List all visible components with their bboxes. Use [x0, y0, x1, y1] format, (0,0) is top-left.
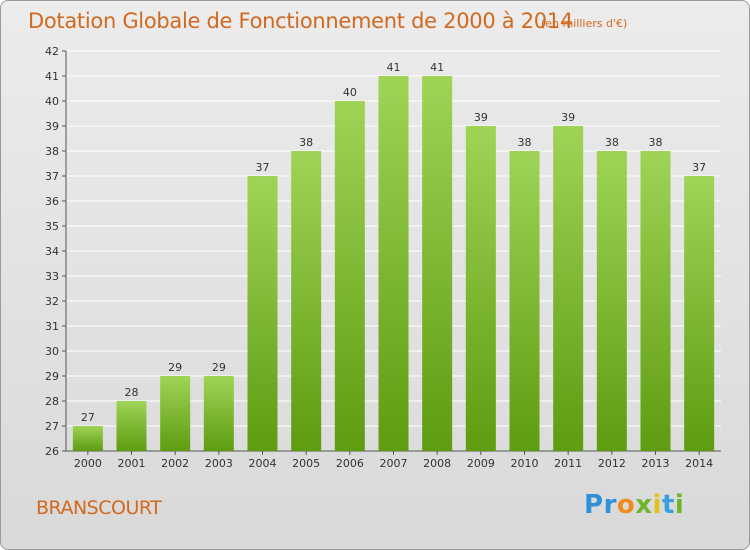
- x-tick-label: 2007: [380, 457, 408, 470]
- proxiti-logo: Proxiti: [584, 490, 684, 524]
- bar-value-label: 37: [692, 161, 706, 174]
- y-tick-label: 27: [45, 420, 59, 433]
- chart-subtitle: (en milliers d'€): [541, 17, 628, 30]
- bar-value-label: 29: [168, 361, 182, 374]
- y-tick-label: 42: [45, 45, 59, 58]
- y-tick-label: 35: [45, 220, 59, 233]
- x-tick-label: 2008: [423, 457, 451, 470]
- bar: [291, 151, 322, 451]
- x-tick-label: 2000: [74, 457, 102, 470]
- bar: [334, 101, 365, 451]
- bar: [596, 151, 627, 451]
- x-tick-label: 2005: [292, 457, 320, 470]
- y-tick-label: 36: [45, 195, 59, 208]
- y-tick-label: 31: [45, 320, 59, 333]
- bars: 27 28 29 29 37 38 40 41 41 39 38 39 38 38 37: [72, 61, 715, 451]
- y-tick-label: 32: [45, 295, 59, 308]
- bar: [553, 126, 584, 451]
- x-tick-label: 2001: [118, 457, 146, 470]
- bar-value-label: 27: [81, 411, 95, 424]
- bar: [640, 151, 671, 451]
- bar-value-label: 40: [343, 86, 357, 99]
- x-tick-label: 2012: [598, 457, 626, 470]
- bar: [509, 151, 540, 451]
- x-tick-label: 2004: [249, 457, 277, 470]
- logo-letter: i: [674, 490, 685, 520]
- y-tick-label: 38: [45, 145, 59, 158]
- y-tick-label: 34: [45, 245, 59, 258]
- logo-letter: r: [603, 490, 617, 520]
- bar: [247, 176, 278, 451]
- bar-value-label: 39: [561, 111, 575, 124]
- x-tick-label: 2013: [642, 457, 670, 470]
- commune-name: BRANSCOURT: [36, 497, 162, 519]
- y-tick-label: 29: [45, 370, 59, 383]
- chart-title: Dotation Globale de Fonctionnement de 20…: [28, 9, 573, 33]
- x-tick-labels: 2000 2001 2002 2003 2004 2005 2006 2007 2008 2009…: [74, 457, 713, 470]
- logo-letter: o: [616, 490, 636, 520]
- y-tick-label: 37: [45, 170, 59, 183]
- y-tick-label: 40: [45, 95, 59, 108]
- x-tick-label: 2014: [685, 457, 713, 470]
- bar: [422, 76, 453, 451]
- bar-value-label: 29: [212, 361, 226, 374]
- bar-value-label: 37: [256, 161, 270, 174]
- bar: [684, 176, 715, 451]
- y-tick-label: 33: [45, 270, 59, 283]
- bar: [160, 376, 191, 451]
- x-tick-label: 2010: [511, 457, 539, 470]
- logo-letter: t: [661, 490, 675, 520]
- bar-value-label: 38: [605, 136, 619, 149]
- logo-letter: x: [635, 490, 653, 520]
- y-tick-label: 30: [45, 345, 59, 358]
- y-tick-labels: 26 27 28 29 30 31 32 33 34 35 36 37 38 39 40 41 42: [45, 45, 59, 458]
- bar: [378, 76, 409, 451]
- bar-value-label: 38: [299, 136, 313, 149]
- bar-value-label: 41: [387, 61, 401, 74]
- x-tick-label: 2011: [554, 457, 582, 470]
- x-tick-label: 2009: [467, 457, 495, 470]
- logo-letter: P: [584, 490, 604, 520]
- y-tick-label: 41: [45, 70, 59, 83]
- x-tick-label: 2006: [336, 457, 364, 470]
- y-tick-label: 26: [45, 445, 59, 458]
- logo-letter: i: [652, 490, 662, 520]
- bar-value-label: 41: [430, 61, 444, 74]
- bar: [116, 401, 147, 451]
- bar: [203, 376, 234, 451]
- bar-value-label: 38: [518, 136, 532, 149]
- y-tick-label: 28: [45, 395, 59, 408]
- bar-value-label: 28: [125, 386, 139, 399]
- bar-value-label: 39: [474, 111, 488, 124]
- x-tick-label: 2003: [205, 457, 233, 470]
- bar: [72, 426, 103, 451]
- y-tick-label: 39: [45, 120, 59, 133]
- x-tick-label: 2002: [161, 457, 189, 470]
- bar-value-label: 38: [649, 136, 663, 149]
- bar: [465, 126, 496, 451]
